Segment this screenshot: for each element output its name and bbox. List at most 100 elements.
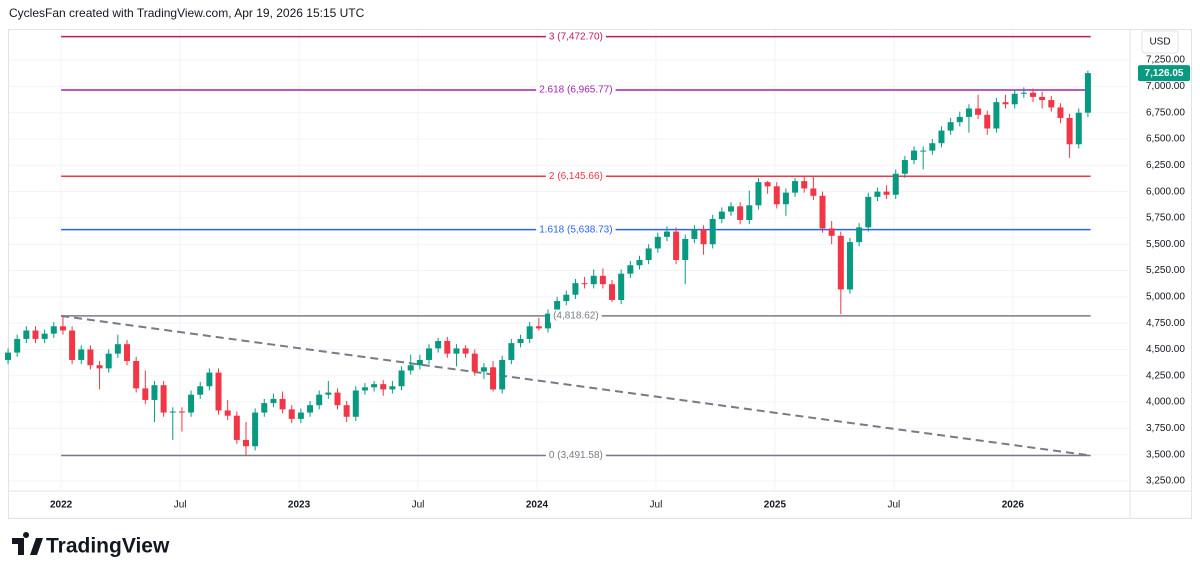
candle-body — [1002, 102, 1009, 105]
x-tick-label: 2026 — [1002, 500, 1025, 511]
candle-body — [178, 411, 185, 413]
grid — [9, 30, 1130, 490]
candle-body — [700, 229, 707, 245]
candle-body — [590, 275, 597, 285]
x-tick-label: 2025 — [764, 500, 787, 511]
candle-body — [462, 348, 469, 354]
candle-body — [526, 326, 533, 339]
candle-body — [599, 275, 606, 285]
logo-icon — [12, 532, 43, 555]
candle-body — [206, 372, 213, 387]
plot: 3 (7,472.70) 2.618 (6,965.77) 2 (6,145.66)… — [5, 30, 1091, 463]
candle-body — [288, 409, 295, 419]
candle-body — [929, 143, 936, 151]
candle-body — [371, 384, 378, 388]
candle-body — [96, 365, 103, 369]
header-title: CyclesFan created with TradingView.com, … — [9, 6, 365, 20]
currency[interactable]: USD — [1149, 37, 1170, 48]
x-tick-label: 2024 — [526, 500, 549, 511]
candle-body — [938, 130, 945, 144]
candle-body — [663, 231, 670, 237]
trendline — [60, 314, 1091, 457]
candle-body — [252, 412, 259, 447]
candle-body — [1029, 92, 1036, 97]
candle-body — [517, 338, 524, 344]
candle-body — [279, 398, 286, 410]
candle-body — [554, 301, 561, 314]
y-tick-label: 3,750.00 — [1146, 423, 1185, 434]
y-tick-label: 5,750.00 — [1146, 213, 1185, 224]
candle-body — [480, 367, 487, 372]
candle-body — [691, 229, 698, 239]
candle-body — [151, 385, 158, 400]
y-tick-label: 5,500.00 — [1146, 239, 1185, 250]
candle-body — [572, 283, 579, 295]
candle-body — [233, 415, 240, 440]
candle-body — [444, 341, 451, 354]
candle-body — [920, 150, 927, 152]
fib-level-label: 1.618 (5,638.73) — [539, 224, 612, 235]
candle-body — [453, 348, 460, 354]
candle-body — [197, 386, 204, 395]
candle-body — [270, 398, 277, 404]
candle-body — [645, 248, 652, 260]
candle-body — [307, 405, 314, 413]
candle-body — [471, 353, 478, 372]
candle-body — [975, 108, 982, 115]
candle-body — [316, 394, 323, 406]
candle-body — [142, 388, 149, 400]
candle-body — [1020, 92, 1027, 94]
candle-body — [343, 405, 350, 417]
candle-body — [1075, 112, 1082, 145]
candle-body — [1011, 93, 1018, 105]
last-price-tag — [1138, 65, 1190, 82]
fib-level-label: (4,818.62) — [553, 311, 599, 322]
candle-body — [718, 211, 725, 219]
fib-level-label: 3 (7,472.70) — [549, 31, 603, 42]
fib-level-label: 2 (6,145.66) — [549, 171, 603, 182]
candle-body — [188, 394, 195, 413]
axes: 3,250.00 3,500.00 3,750.00 4,000.00 4,250.00… — [50, 55, 1190, 511]
candle-body — [865, 196, 872, 228]
candle-body — [892, 173, 899, 195]
candle-body — [105, 353, 112, 369]
candle-body — [773, 186, 780, 205]
candle-body — [618, 273, 625, 300]
candle-body — [673, 231, 680, 260]
y-tick-label: 4,500.00 — [1146, 344, 1185, 355]
y-tick-label: 6,250.00 — [1146, 160, 1185, 171]
candle-body — [755, 182, 762, 206]
candle-body — [69, 330, 76, 360]
y-tick-label: 7,000.00 — [1146, 81, 1185, 92]
candle-body — [956, 116, 963, 123]
candle-body — [609, 284, 616, 300]
candle-body — [398, 370, 405, 387]
candle-body — [883, 191, 890, 195]
candle-body — [810, 188, 817, 196]
candle-body — [41, 333, 48, 339]
fib-label-bg — [536, 83, 616, 97]
candle-body — [911, 150, 918, 161]
candle-body — [837, 235, 844, 290]
candle-body — [297, 412, 304, 419]
candle-body — [50, 326, 57, 334]
chart-frame — [8, 29, 1192, 519]
x-tick-label: Jul — [174, 500, 187, 511]
candle-body — [14, 338, 21, 353]
fib-label-bg — [536, 223, 616, 237]
x-tick-label: Jul — [650, 500, 663, 511]
candle-body — [361, 387, 368, 391]
y-tick-label: 6,500.00 — [1146, 134, 1185, 145]
candle-body — [114, 344, 121, 354]
candle-body — [169, 411, 176, 413]
candle-body — [563, 294, 570, 302]
candle-body — [32, 330, 39, 339]
candle-body — [746, 205, 753, 221]
candle-body — [581, 283, 588, 285]
currency-button[interactable] — [1141, 30, 1179, 54]
candle-body — [352, 390, 359, 417]
fib-label-bg — [550, 309, 602, 323]
candle-body — [544, 313, 551, 329]
